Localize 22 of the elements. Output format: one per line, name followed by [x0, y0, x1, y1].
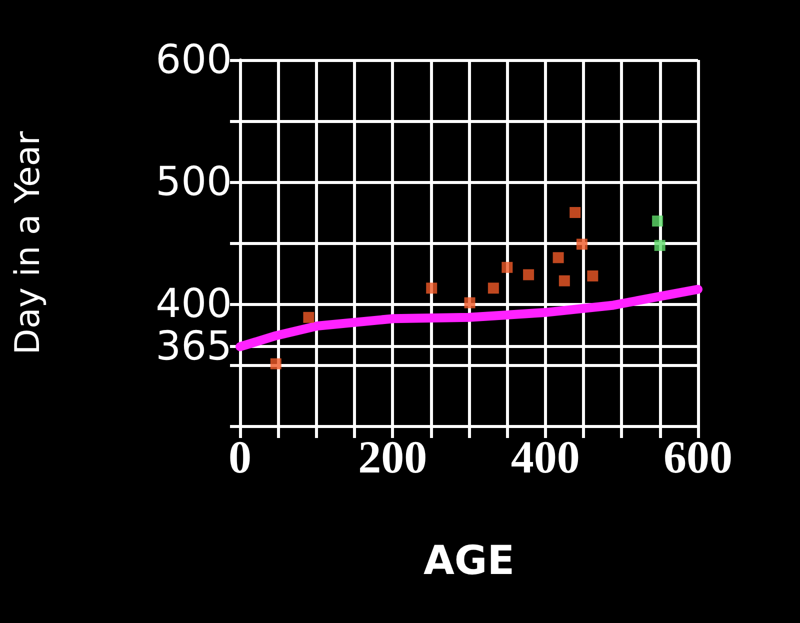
x-axis-title: AGE [423, 538, 515, 584]
x-tick-label: 0 [228, 432, 252, 482]
point [464, 297, 476, 308]
point [523, 269, 534, 280]
point [576, 238, 588, 250]
x-tick-label: 400 [510, 432, 580, 482]
y-tick-label: 600 [156, 37, 232, 83]
point [426, 282, 438, 294]
x-tick-label: 600 [664, 432, 732, 482]
point [570, 207, 581, 218]
x-tick-label: 200 [358, 432, 428, 482]
point [552, 252, 564, 264]
point [654, 240, 666, 251]
point [652, 216, 664, 227]
point [488, 282, 499, 294]
point [502, 262, 513, 273]
point [303, 312, 314, 323]
y-tick-label: 500 [156, 159, 232, 205]
point [558, 275, 570, 286]
y-axis-title: Day in a Year [8, 131, 48, 355]
point [587, 270, 598, 282]
point [270, 358, 282, 370]
